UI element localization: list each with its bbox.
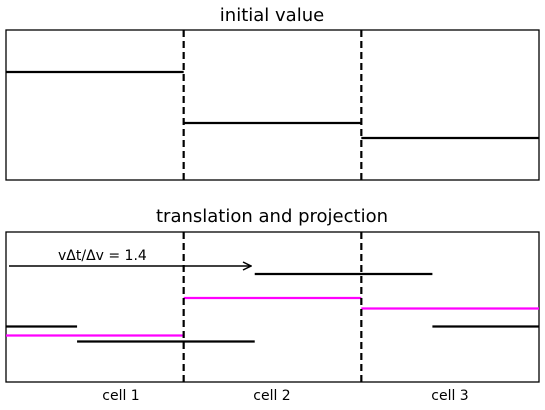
cell-label-1: cell 1 [102,388,139,404]
bottom-panel-title: translation and projection [156,206,388,227]
bottom-panel-frame [5,231,540,383]
shift-annotation: vΔt/Δv = 1.4 [58,248,147,264]
bottom-panel-marks [6,232,539,382]
cell-label-3: cell 3 [431,388,468,404]
top-panel-title: initial value [220,5,324,26]
cell-label-2: cell 2 [253,388,290,404]
top-panel-marks [6,30,539,180]
top-panel-frame [5,29,540,181]
